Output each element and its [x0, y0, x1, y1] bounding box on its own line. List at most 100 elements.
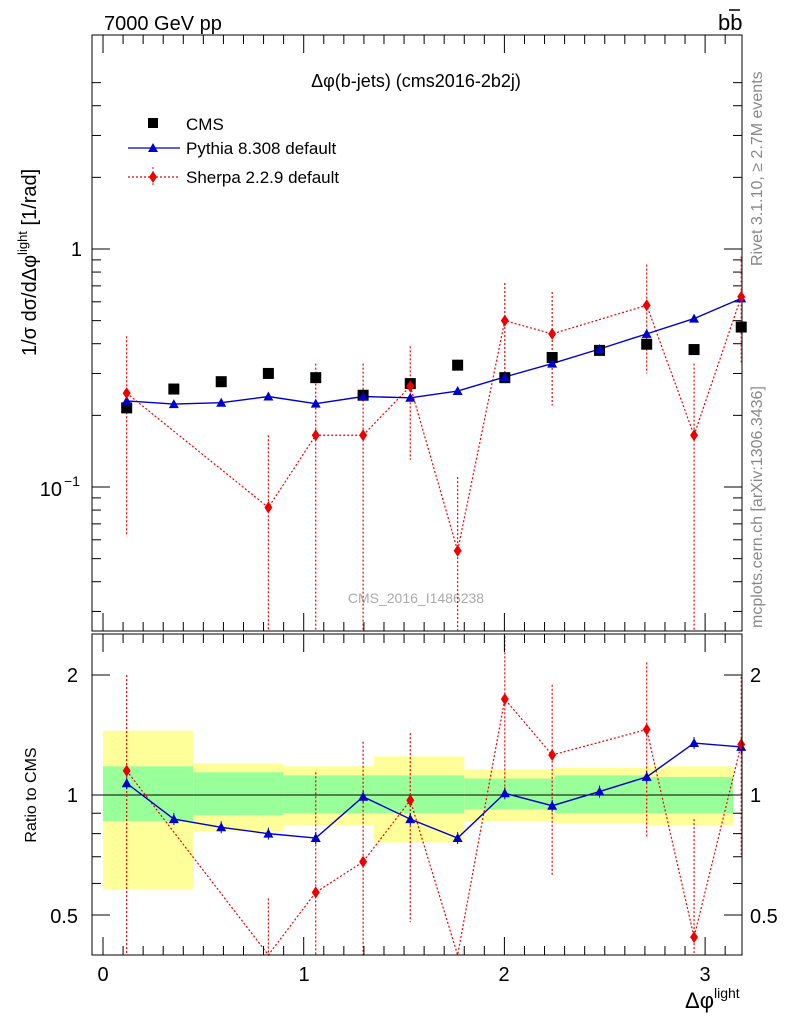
sherpa-point — [548, 327, 557, 340]
pythia-line — [126, 297, 742, 405]
pythia-point — [499, 371, 510, 381]
xtick-label-1: 1 — [298, 964, 309, 986]
header-process: bb — [718, 10, 743, 35]
sherpa-point — [642, 299, 651, 312]
ratio-axis-ticks — [92, 634, 742, 955]
ytick-label-0p1: 10 — [40, 479, 62, 501]
sherpa-point — [359, 429, 368, 442]
ratio-pythia-line — [126, 742, 742, 839]
ratio-sherpa-point — [359, 855, 368, 868]
pythia-point — [216, 397, 227, 407]
header-energy: 7000 GeV pp — [104, 13, 222, 35]
ratio-panel: 2 1 0.5 2 1 0.5 Ratio to CMS 0 1 2 3 Δφl… — [23, 633, 778, 1013]
main-data — [121, 256, 747, 631]
sherpa-point — [406, 380, 415, 393]
ratio-sherpa-point — [642, 723, 651, 736]
pythia-point — [168, 399, 179, 409]
ratio-pythia-point — [405, 814, 416, 824]
legend-pythia-label: Pythia 8.308 default — [186, 139, 337, 158]
pythia-point — [263, 391, 274, 401]
main-y-axis-label: 1/σ dσ/dΔφlight [1/rad] — [15, 169, 41, 356]
ratio-sherpa-point — [737, 738, 746, 751]
pythia-point — [121, 395, 132, 405]
ratio-sherpa-point — [122, 764, 131, 777]
ratio-pythia-point — [121, 778, 132, 788]
pythia-point — [641, 328, 652, 338]
ratio-pythia-point — [452, 833, 463, 843]
ratio-pythia-point — [499, 788, 510, 798]
ratio-ytick-label-right-1: 1 — [750, 785, 761, 807]
ratio-pythia-point — [263, 828, 274, 838]
ratio-sherpa-point — [500, 693, 509, 706]
ratio-pythia-point — [689, 738, 700, 748]
ratio-ytick-label-right-0p5: 0.5 — [750, 906, 778, 928]
main-axis-ticks — [92, 35, 742, 631]
cms-point — [168, 383, 180, 395]
legend-sherpa-label: Sherpa 2.2.9 default — [186, 168, 339, 187]
ratio-ytick-label-left-1: 1 — [67, 785, 78, 807]
ratio-bands — [103, 730, 734, 890]
ytick-label-0p1-exp: −1 — [64, 473, 80, 489]
ratio-pythia-point — [358, 791, 369, 801]
main-panel: Δφ(b-jets) (cms2016-2b2j) CMS_2016_I1486… — [15, 34, 747, 632]
ytick-label-1: 1 — [71, 239, 82, 261]
cms-point — [641, 338, 653, 350]
ratio-pythia-point — [547, 800, 558, 810]
ratio-band-inner — [103, 766, 194, 822]
main-panel-frame — [91, 34, 743, 632]
ratio-ytick-label-right-2: 2 — [750, 665, 761, 687]
cms-point — [310, 372, 322, 384]
ratio-band-inner — [193, 772, 284, 816]
legend-sherpa-marker — [149, 171, 157, 183]
watermark: CMS_2016_I1486238 — [348, 590, 484, 606]
pythia-point — [452, 386, 463, 396]
xtick-label-0: 0 — [97, 964, 108, 986]
pythia-point — [358, 391, 369, 401]
mcplots-info: mcplots.cern.ch [arXiv:1306.3436] — [749, 386, 766, 628]
ratio-band-inner — [373, 775, 465, 814]
ratio-pythia-point — [310, 833, 321, 843]
main-title: Δφ(b-jets) (cms2016-2b2j) — [311, 71, 521, 91]
ratio-sherpa-point — [548, 748, 557, 761]
legend-pythia-marker — [148, 143, 158, 152]
cms-point — [735, 321, 747, 333]
x-axis-label: Δφlight — [685, 985, 740, 1013]
ylabel-unit: [1/rad] — [19, 169, 41, 231]
svg-text:1/σ dσ/dΔφlight [1/rad]: 1/σ dσ/dΔφlight [1/rad] — [15, 169, 41, 356]
pythia-point — [594, 344, 605, 354]
xtick-label-3: 3 — [699, 964, 710, 986]
pythia-point — [405, 392, 416, 402]
ylabel-main: 1/σ dσ/dΔφ — [19, 255, 41, 356]
ylabel-sup: light — [15, 231, 30, 255]
pythia-point — [310, 398, 321, 408]
sherpa-point — [690, 429, 699, 442]
cms-point — [452, 359, 464, 371]
cms-point — [546, 352, 558, 364]
ratio-ytick-label-left-0p5: 0.5 — [50, 906, 78, 928]
cms-point — [262, 367, 274, 379]
sherpa-point — [453, 544, 462, 557]
sherpa-point — [264, 501, 273, 514]
ratio-sherpa-point — [690, 931, 699, 944]
ratio-pythia-point — [216, 822, 227, 832]
cms-point — [688, 344, 700, 356]
ratio-pythia-point — [168, 814, 179, 824]
sherpa-point — [500, 314, 509, 327]
legend-cms-marker — [148, 118, 158, 128]
sherpa-point — [122, 387, 131, 400]
pythia-point — [689, 313, 700, 323]
sherpa-point — [311, 429, 320, 442]
xtick-label-2: 2 — [498, 964, 509, 986]
pythia-point — [547, 358, 558, 368]
ratio-sherpa-point — [311, 886, 320, 899]
ratio-data — [121, 636, 747, 956]
ratio-sherpa-point — [406, 794, 415, 807]
legend: CMS Pythia 8.308 default Sherpa 2.2.9 de… — [128, 115, 339, 187]
ratio-band-inner — [283, 775, 374, 814]
sherpa-point — [737, 290, 746, 303]
cms-point — [121, 402, 133, 414]
ratio-pythia-point — [594, 786, 605, 796]
legend-cms-label: CMS — [186, 115, 224, 134]
ratio-ytick-label-left-2: 2 — [67, 665, 78, 687]
